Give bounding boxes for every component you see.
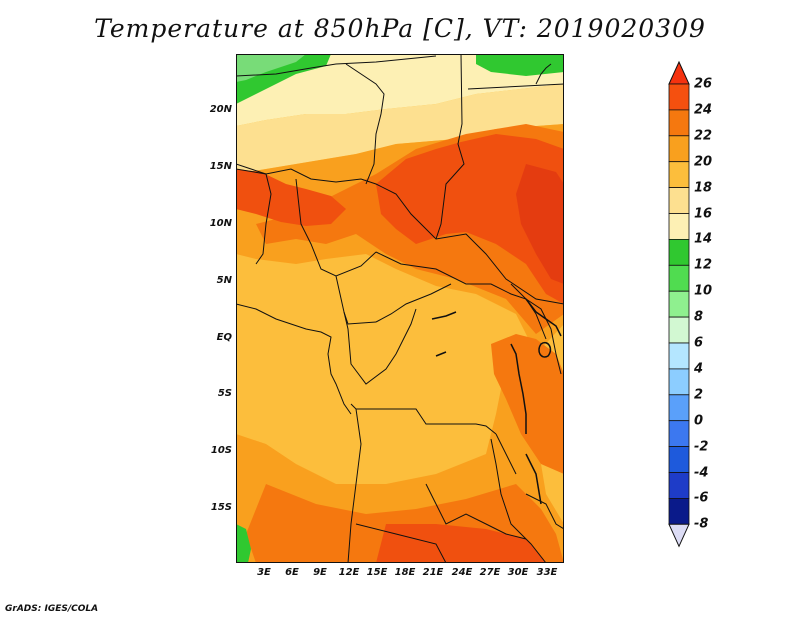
lat-tick-10n: 10N	[209, 218, 232, 229]
colorbar-block	[668, 109, 690, 137]
colorbar-label: 0	[694, 413, 704, 429]
colorbar-block	[668, 264, 690, 292]
colorbar-label: 10	[694, 283, 713, 299]
colorbar-label: -6	[694, 490, 709, 506]
colorbar-label: 16	[694, 206, 713, 221]
lon-tick-9e: 9E	[313, 567, 327, 578]
lat-tick-10s: 10S	[210, 445, 232, 456]
region-24c-core	[376, 134, 564, 304]
lat-tick-15s: 15S	[210, 502, 232, 513]
colorbar-block	[668, 472, 690, 499]
lon-tick-15e: 15E	[366, 567, 388, 578]
lon-tick-3e: 3E	[257, 567, 271, 578]
region-24c-west	[236, 169, 346, 226]
colorbar-label: -8	[694, 516, 709, 532]
coastline-east	[535, 63, 552, 85]
colorbar-block	[668, 316, 690, 344]
region-24c-south	[376, 524, 546, 563]
lat-tick-5n: 5N	[216, 275, 232, 286]
colorbar-label: 14	[694, 231, 713, 247]
colorbar-block	[668, 368, 690, 396]
colorbar-block	[668, 446, 690, 473]
lat-tick-eq: EQ	[216, 332, 232, 343]
lon-tick-6e: 6E	[285, 567, 299, 578]
colorbar-block	[668, 135, 690, 163]
region-12c-southwest	[236, 524, 251, 563]
colorbar-block	[668, 83, 690, 111]
lat-tick-15n: 15N	[209, 161, 232, 172]
colorbar-label: -4	[694, 465, 709, 480]
lat-tick-5s: 5S	[217, 388, 232, 399]
colorbar-block	[668, 238, 690, 266]
colorbar-block	[668, 187, 690, 214]
region-18c-basin	[236, 264, 506, 484]
lon-tick-24e: 24E	[451, 567, 473, 578]
lat-tick-20n: 20N	[209, 104, 232, 115]
region-14c-north	[236, 54, 564, 126]
map-frame	[236, 54, 564, 563]
country-borders	[236, 54, 564, 563]
colorbar-block	[668, 290, 690, 318]
colorbar-label: 8	[694, 309, 704, 325]
lon-tick-30e: 30E	[507, 567, 529, 578]
colorbar-label: 18	[694, 180, 713, 196]
lon-tick-33e: 33E	[536, 567, 558, 578]
colorbar-block	[668, 420, 690, 448]
lon-tick-18e: 18E	[394, 567, 416, 578]
colorbar-block	[668, 497, 690, 525]
region-16c-north	[236, 84, 564, 174]
colorbar-block	[668, 394, 690, 422]
colorbar-label: 24	[694, 102, 713, 118]
region-12c-topright	[476, 54, 564, 76]
lon-tick-27e: 27E	[479, 567, 501, 578]
colorbar-label: 2	[694, 387, 704, 403]
coastline-west	[236, 303, 352, 415]
temperature-map	[236, 54, 564, 563]
colorbar-label: 20	[694, 154, 713, 170]
colorbar-block	[668, 213, 690, 240]
colorbar-block	[668, 342, 690, 370]
colorbar-block	[668, 161, 690, 188]
colorbar	[668, 60, 690, 548]
colorbar-label: 4	[694, 361, 704, 377]
region-26c-east	[516, 164, 564, 284]
region-22c-east	[491, 334, 564, 474]
colorbar-label: 26	[694, 76, 713, 92]
colorbar-label: 12	[694, 257, 713, 273]
lakes	[431, 298, 562, 505]
colorbar-label: 22	[694, 128, 713, 144]
lon-tick-21e: 21E	[422, 567, 444, 578]
footer-credit: GrADS: IGES/COLA	[5, 604, 99, 614]
colorbar-label: -2	[694, 439, 709, 455]
colorbar-top-arrow	[668, 60, 690, 85]
colorbar-label: 6	[694, 335, 704, 351]
lon-tick-12e: 12E	[338, 567, 360, 578]
chart-title: Temperature at 850hPa [C], VT: 201902030…	[94, 14, 706, 43]
colorbar-bottom-arrow	[668, 523, 690, 548]
